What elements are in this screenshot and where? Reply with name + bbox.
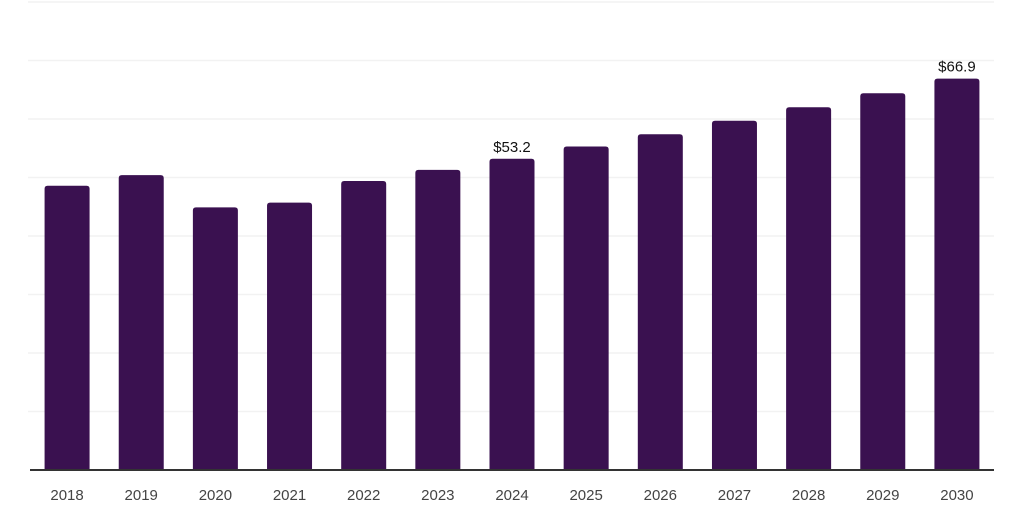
x-tick-label: 2030 xyxy=(940,487,973,504)
x-tick-label: 2028 xyxy=(792,487,825,504)
bar xyxy=(489,158,535,470)
bar xyxy=(341,181,387,470)
x-tick-label: 2019 xyxy=(125,487,158,504)
x-tick-label: 2021 xyxy=(273,487,306,504)
bar xyxy=(860,93,906,470)
bar xyxy=(637,134,683,470)
bar xyxy=(415,169,461,470)
bar-value-label: $53.2 xyxy=(493,139,531,156)
bar xyxy=(934,78,980,470)
x-tick-label: 2027 xyxy=(718,487,751,504)
x-tick-label: 2026 xyxy=(644,487,677,504)
bar xyxy=(192,207,238,470)
x-tick-label: 2023 xyxy=(421,487,454,504)
bar xyxy=(44,185,90,470)
x-tick-label: 2022 xyxy=(347,487,380,504)
x-tick-label: 2020 xyxy=(199,487,232,504)
x-tick-label: 2024 xyxy=(495,487,528,504)
x-tick-label: 2029 xyxy=(866,487,899,504)
bar xyxy=(711,120,757,470)
x-tick-label: 2025 xyxy=(569,487,602,504)
bar-value-label: $66.9 xyxy=(938,59,976,76)
bar xyxy=(118,175,164,470)
x-tick-label: 2018 xyxy=(50,487,83,504)
bar xyxy=(267,202,313,470)
bar xyxy=(563,146,609,470)
bar xyxy=(786,107,832,471)
